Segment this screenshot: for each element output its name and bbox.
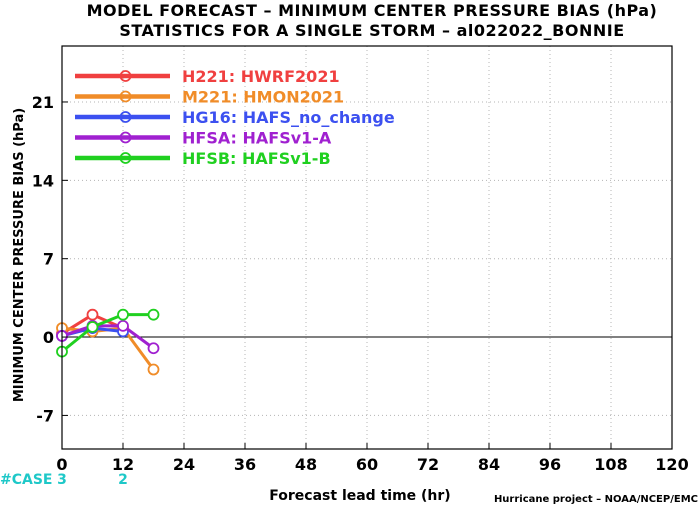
- y-tick-label: 21: [32, 93, 54, 112]
- case-label: #CASE: [0, 472, 53, 488]
- chart-title: MODEL FORECAST – MINIMUM CENTER PRESSURE…: [87, 1, 658, 20]
- case-count: 2: [118, 472, 128, 488]
- x-tick-label: 24: [173, 455, 195, 474]
- series-line: [61, 326, 155, 371]
- chart-subtitle: STATISTICS FOR A SINGLE STORM – al022022…: [119, 21, 624, 40]
- x-axis-ticks: 0 12 24 36 48 60 72 84 96 108 120: [56, 443, 689, 474]
- x-tick-label: 72: [417, 455, 439, 474]
- legend-label: HFSA: HAFSv1-A: [182, 129, 332, 148]
- data-point: [86, 308, 99, 321]
- case-count: 3: [57, 472, 67, 488]
- x-tick-label: 96: [539, 455, 561, 474]
- legend-label: H221: HWRF2021: [182, 67, 340, 86]
- data-point: [147, 342, 160, 355]
- x-tick-label: 36: [234, 455, 256, 474]
- series-layer: [56, 308, 160, 376]
- y-tick-label: 0: [43, 328, 54, 347]
- y-axis-label: MINIMUM CENTER PRESSURE BIAS (hPa): [12, 108, 27, 402]
- legend-label: HG16: HAFS_no_change: [182, 108, 395, 127]
- x-tick-label: 60: [356, 455, 378, 474]
- x-tick-label: 48: [295, 455, 317, 474]
- series-line: [61, 324, 155, 350]
- x-tick-label: 120: [655, 455, 688, 474]
- x-tick-label: 108: [594, 455, 627, 474]
- data-point: [86, 321, 99, 333]
- y-tick-label: -7: [36, 406, 54, 425]
- legend-swatch-marker: [119, 152, 132, 164]
- x-tick-label: 12: [112, 455, 134, 474]
- series: [56, 308, 160, 358]
- series-line: [61, 313, 154, 353]
- y-tick-label: 14: [32, 171, 54, 190]
- legend-label: M221: HMON2021: [182, 88, 344, 107]
- credit-label: Hurricane project – NOAA/NCEP/EMC: [494, 494, 698, 505]
- legend-swatch-marker: [119, 131, 132, 144]
- legend-swatch-marker: [119, 90, 132, 103]
- data-point: [147, 363, 160, 376]
- legend-label: HFSB: HAFSv1-B: [182, 149, 331, 168]
- data-point: [117, 319, 129, 332]
- y-axis-ticks: -7 0 7 14 21: [32, 93, 68, 425]
- x-axis-label: Forecast lead time (hr): [269, 488, 450, 504]
- legend-swatch-marker: [119, 70, 132, 82]
- x-tick-label: 84: [478, 455, 500, 474]
- data-point: [147, 308, 160, 321]
- grid-lines: [62, 46, 672, 449]
- legend-swatch-marker: [119, 111, 132, 123]
- y-tick-label: 7: [43, 250, 54, 269]
- x-tick-label: 0: [56, 455, 67, 474]
- data-point: [117, 308, 129, 321]
